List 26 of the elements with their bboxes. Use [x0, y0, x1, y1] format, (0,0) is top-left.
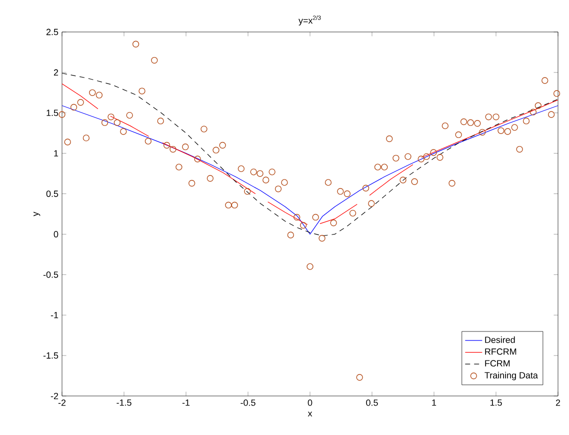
legend-label: Training Data — [484, 372, 538, 380]
x-tick-label: 1 — [432, 400, 436, 406]
y-tick-label: -2 — [50, 392, 58, 400]
y-axis-title: y — [34, 212, 40, 216]
x-tick-label: 2 — [556, 400, 560, 406]
x-tick-label: 0 — [308, 400, 312, 406]
x-tick-label: -1 — [182, 400, 190, 406]
y-tick-label: 0.5 — [46, 190, 58, 197]
chart-title: y=x$^{2/3}$ — [298, 15, 321, 26]
y-tick-label: 0 — [54, 231, 58, 238]
y-tick-label: 1 — [54, 150, 58, 156]
legend-label: Desired — [485, 336, 515, 344]
y-tick-label: 1.5 — [46, 110, 58, 116]
x-tick-label: -0.5 — [240, 400, 256, 406]
x-tick-label: 0.5 — [366, 400, 378, 406]
x-axis-title: x — [308, 412, 312, 416]
y-tick-label: 2.5 — [46, 28, 58, 36]
y-tick-label: -1.5 — [43, 352, 58, 359]
y-tick-label: 2 — [54, 69, 58, 76]
x-tick-label: -2 — [58, 400, 66, 406]
legend-label: RFCRM — [485, 348, 516, 355]
y-tick-label: -0.5 — [43, 271, 58, 278]
x-tick-label: -1.5 — [116, 400, 132, 406]
y-tick-label: -1 — [50, 312, 58, 318]
x-tick-label: 1.5 — [490, 400, 502, 406]
legend-label: FCRM — [485, 360, 510, 367]
